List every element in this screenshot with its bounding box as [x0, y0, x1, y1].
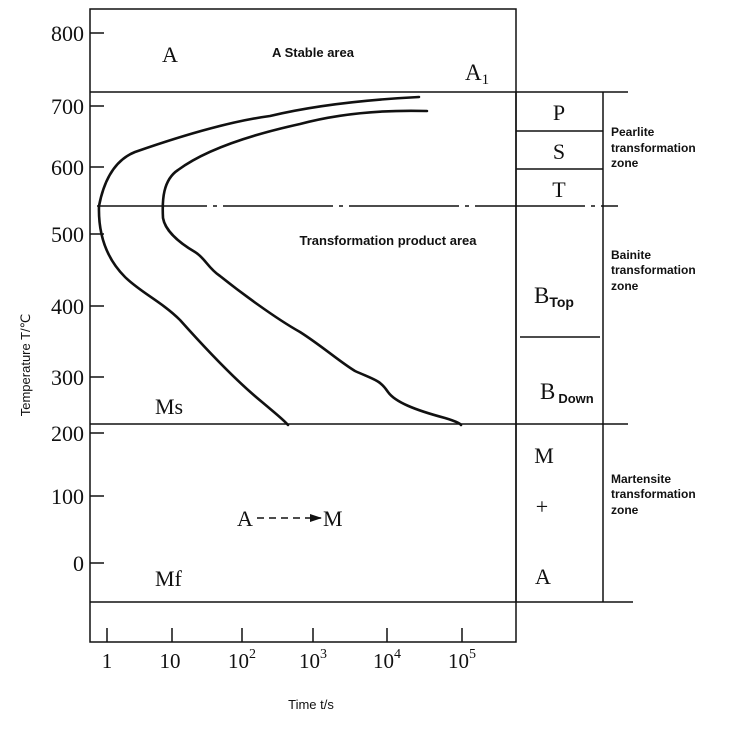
pearlite-zone-label: Pearlite transformation zone [611, 125, 699, 170]
y-tick-100: 100 [51, 484, 84, 509]
y-tick-400: 400 [51, 294, 84, 319]
x-tick-1e5: 105 [448, 647, 476, 673]
y-tick-0: 0 [73, 551, 84, 576]
x-tick-1e4: 104 [373, 647, 401, 673]
conversion-to-label: M [323, 506, 343, 531]
transformation-finish-curve [161, 109, 463, 427]
y-tick-500: 500 [51, 222, 84, 247]
x-tick-1: 1 [102, 649, 113, 673]
y-tick-600: 600 [51, 155, 84, 180]
plus-label: + [536, 494, 548, 519]
upper-bainite-label: BTop [534, 283, 574, 310]
plot-frame [89, 8, 517, 643]
y-axis-title: Temperature T/℃ [18, 314, 33, 417]
conversion-from-label: A [237, 506, 253, 531]
a1-label: A1 [465, 60, 489, 88]
pearlite-p-label: P [553, 100, 565, 125]
x-tick-10: 10 [160, 649, 181, 673]
stable-area-label: A Stable area [272, 45, 355, 60]
transformation-start-curve [97, 95, 421, 427]
lower-bainite-label: B Down [540, 379, 594, 406]
martensite-m-label: M [534, 443, 554, 468]
bainite-zone-label: Bainite transformation zone [611, 248, 699, 293]
troostite-t-label: T [552, 177, 566, 202]
mf-label: Mf [155, 566, 183, 591]
y-tick-800: 800 [51, 21, 84, 46]
x-tick-1e3: 103 [299, 647, 327, 673]
sorbite-s-label: S [553, 139, 565, 164]
y-axis-ticks [90, 32, 104, 564]
ms-label: Ms [155, 394, 183, 419]
retained-austenite-a-label: A [535, 564, 551, 589]
y-tick-200: 200 [51, 421, 84, 446]
austenite-label: A [162, 42, 178, 67]
martensite-zone-label: Martensite transformation zone [611, 472, 699, 517]
x-axis-ticks [106, 628, 463, 642]
y-tick-300: 300 [51, 365, 84, 390]
product-area-label: Transformation product area [300, 233, 478, 248]
y-tick-700: 700 [51, 94, 84, 119]
x-tick-1e2: 102 [228, 647, 256, 673]
x-axis-title: Time t/s [288, 697, 334, 712]
